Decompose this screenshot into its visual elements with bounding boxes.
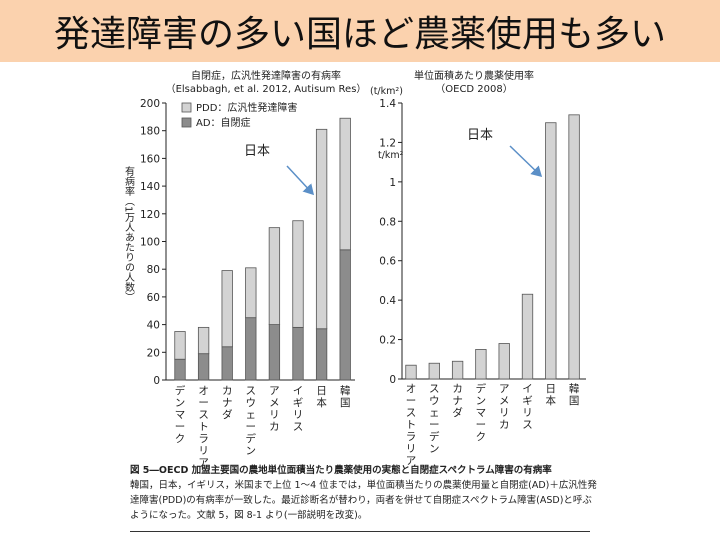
left-bar-pdd xyxy=(245,267,257,319)
left-y-tick-label: 60 xyxy=(147,292,160,304)
left-legend-label: AD：自閉症 xyxy=(196,116,251,129)
right-bar xyxy=(405,364,417,380)
left-annotation-label: 日本 xyxy=(244,144,270,159)
right-category-label: イギリス xyxy=(522,383,533,431)
left-y-tick-label: 120 xyxy=(140,209,160,221)
title-banner: 発達障害の多い国ほど農薬使用も多い xyxy=(0,0,720,62)
left-bar-pdd xyxy=(315,128,328,330)
right-bar xyxy=(521,293,534,380)
left-bar-pdd xyxy=(292,220,304,328)
left-y-axis-label: 有病率（1万人あたりの人数） xyxy=(123,165,135,303)
left-annotation-arrow xyxy=(286,165,315,196)
left-bar-pdd xyxy=(197,326,210,355)
right-bar xyxy=(428,362,440,380)
right-bar xyxy=(475,349,487,380)
right-y-tick-label: 1.2 xyxy=(379,137,396,149)
left-category-label: デンマーク xyxy=(175,384,186,445)
right-y-tick-label: 1.4 xyxy=(379,98,396,110)
right-annotation-label: 日本 xyxy=(467,128,493,143)
left-bar-ad xyxy=(221,346,233,381)
left-y-tick-label: 100 xyxy=(140,237,160,249)
left-category-label: イギリス xyxy=(293,385,304,433)
right-category-label: 日本 xyxy=(546,383,557,407)
right-category-label: 韓国 xyxy=(569,383,580,407)
left-y-tick-label: 160 xyxy=(140,153,160,165)
right-y-tick-label: 0 xyxy=(389,374,396,386)
left-bar-ad xyxy=(197,353,210,381)
left-y-tick-label: 80 xyxy=(147,264,160,276)
left-bar-ad xyxy=(174,358,186,381)
right-annotation-arrow xyxy=(509,145,543,178)
left-bar-ad xyxy=(268,324,281,381)
left-category-label: オーストラリア xyxy=(198,385,209,469)
caption-title: 図 5―OECD 加盟主要国の農地単位面積当たり農薬使用の実態と自閉症スペクトラ… xyxy=(130,465,552,476)
right-category-label: デンマーク xyxy=(476,382,487,443)
left-y-tick-label: 180 xyxy=(140,126,160,138)
left-chart-title: 自閉症，広汎性発達障害の有病率 xyxy=(191,69,341,82)
figure-caption: 図 5―OECD 加盟主要国の農地単位面積当たり農薬使用の実態と自閉症スペクトラ… xyxy=(130,463,600,523)
right-bar xyxy=(498,343,510,380)
left-chart-subtitle: （Elsabbagh, et al. 2012, Autisum Res） xyxy=(166,83,367,95)
left-legend-swatch xyxy=(181,102,192,113)
left-bar-ad xyxy=(339,249,351,381)
left-category-label: アメリカ xyxy=(269,385,280,433)
left-bar-ad xyxy=(315,328,328,381)
right-bar xyxy=(568,114,580,380)
left-bar-pdd xyxy=(221,270,233,348)
right-y-tick-label: 0.8 xyxy=(379,216,396,228)
left-y-tick-label: 0 xyxy=(153,375,160,387)
right-y-tick-label: 0.6 xyxy=(379,256,396,268)
right-category-label: アメリカ xyxy=(499,383,510,431)
right-chart-title: 単位面積あたり農薬使用率 xyxy=(414,69,534,82)
right-unit-inline-label: t/km² xyxy=(378,150,404,161)
left-category-label: 日本 xyxy=(316,385,327,409)
caption-divider xyxy=(130,531,590,532)
right-y-tick-label: 0.2 xyxy=(379,335,396,347)
right-y-tick-label: 1 xyxy=(389,177,396,189)
right-y-unit-label: (t/km²) xyxy=(370,86,403,97)
left-y-tick-label: 200 xyxy=(140,98,160,110)
right-bar xyxy=(451,360,464,380)
right-bar xyxy=(545,122,557,380)
left-bar-ad xyxy=(292,326,304,381)
left-category-label: スウェーデン xyxy=(246,385,257,457)
right-y-tick-label: 0.4 xyxy=(379,295,396,307)
left-bar-pdd xyxy=(174,331,186,360)
page-title: 発達障害の多い国ほど農薬使用も多い xyxy=(53,14,666,55)
left-bar-ad xyxy=(245,317,257,381)
right-category-label: スウェーデン xyxy=(429,383,440,455)
right-category-label: オーストラリア xyxy=(406,383,417,467)
left-bar-pdd xyxy=(339,117,351,251)
left-y-tick-label: 140 xyxy=(140,181,160,193)
left-category-label: 韓国 xyxy=(340,385,351,409)
left-legend-label: PDD：広汎性発達障害 xyxy=(196,101,297,114)
left-bar-pdd xyxy=(268,227,281,325)
right-chart-subtitle: （OECD 2008） xyxy=(435,83,513,95)
left-legend-swatch xyxy=(181,117,192,128)
left-category-label: カナダ xyxy=(222,385,233,421)
caption-body: 韓国，日本，イギリス，米国まで上位 1～4 位までは，単位面積当たりの農薬使用量… xyxy=(130,480,597,521)
right-category-label: カナダ xyxy=(452,383,463,419)
left-y-tick-label: 40 xyxy=(147,320,160,332)
left-y-tick-label: 20 xyxy=(147,347,160,359)
